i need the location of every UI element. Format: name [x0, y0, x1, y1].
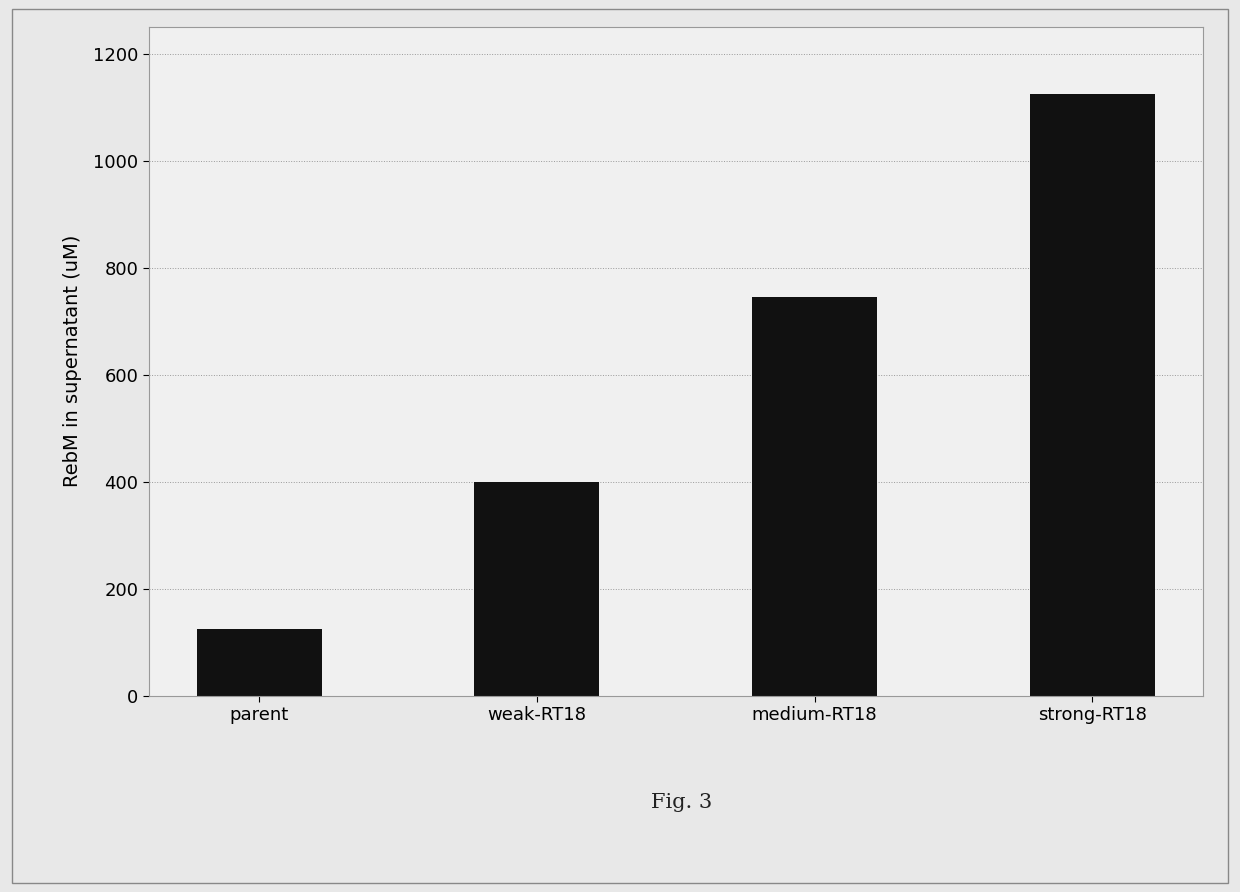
Bar: [753, 297, 877, 696]
Bar: [1030, 94, 1154, 696]
Y-axis label: RebM in supernatant (uM): RebM in supernatant (uM): [63, 235, 82, 487]
Bar: [197, 629, 321, 696]
Text: Fig. 3: Fig. 3: [651, 793, 713, 813]
Bar: [475, 482, 599, 696]
